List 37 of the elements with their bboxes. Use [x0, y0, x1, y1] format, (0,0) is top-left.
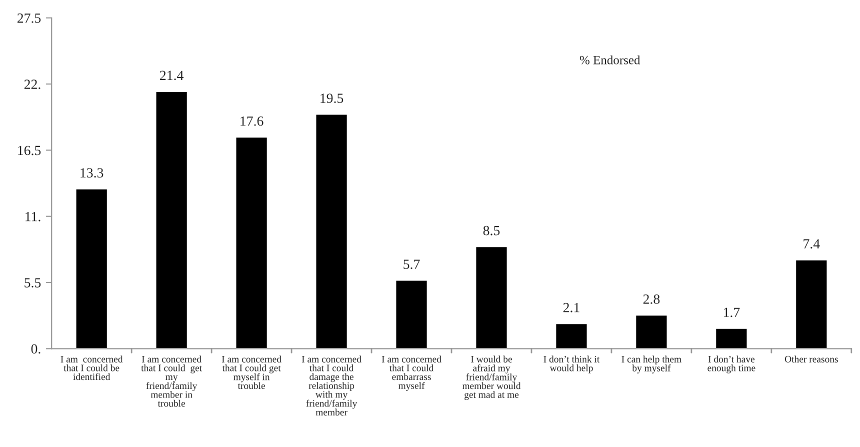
data-label: 8.5 — [483, 226, 500, 236]
data-label: 19.5 — [320, 94, 344, 104]
x-tick-label: I don’t think it would help — [544, 356, 600, 374]
data-label: 21.4 — [160, 70, 184, 80]
data-label: 2.8 — [643, 294, 660, 304]
x-tick-label: I am concerned that I could be identified — [60, 356, 123, 380]
data-label: 17.6 — [240, 116, 264, 126]
bar — [314, 113, 348, 349]
x-tick-label: I am concerned that I could get myself in trouble — [222, 356, 282, 390]
x-tick-label: I don’t have enough time — [708, 356, 756, 374]
data-label: 5.7 — [404, 260, 420, 270]
annotation: % Endorsed — [580, 56, 640, 64]
bar — [634, 314, 668, 349]
data-label: 1.7 — [724, 308, 740, 318]
x-tick-label: I am concerned that I could damage the relationship with my friend/family member — [302, 356, 362, 416]
x-tick-label: I am concerned that I could get my friend/family member in trouble — [141, 356, 202, 407]
y-tick-label: 11. — [26, 212, 40, 222]
y-tick-label: 0. — [31, 344, 40, 354]
bar — [74, 188, 108, 349]
x-tick-label: I would be afraid my friend/family member would get mad at me — [462, 356, 521, 400]
x-tick-label: I am concerned that I could embarrass myself — [382, 356, 442, 391]
bar — [154, 90, 188, 349]
bar — [554, 322, 588, 349]
bar — [714, 328, 748, 349]
bar — [394, 279, 428, 349]
bar — [234, 136, 268, 349]
data-label: 13.3 — [80, 168, 104, 178]
y-tick-label: 27.5 — [17, 14, 41, 23]
bar — [794, 258, 828, 349]
x-tick-label: I can help them by myself — [622, 356, 682, 374]
data-label: 2.1 — [563, 302, 580, 312]
data-label: 7.4 — [804, 239, 820, 249]
x-tick-label: Other reasons — [784, 356, 838, 362]
y-tick-label: 5.5 — [24, 278, 41, 288]
y-tick-label: 22. — [24, 80, 40, 90]
y-tick-label: 16.5 — [18, 146, 41, 156]
bar — [474, 246, 508, 349]
